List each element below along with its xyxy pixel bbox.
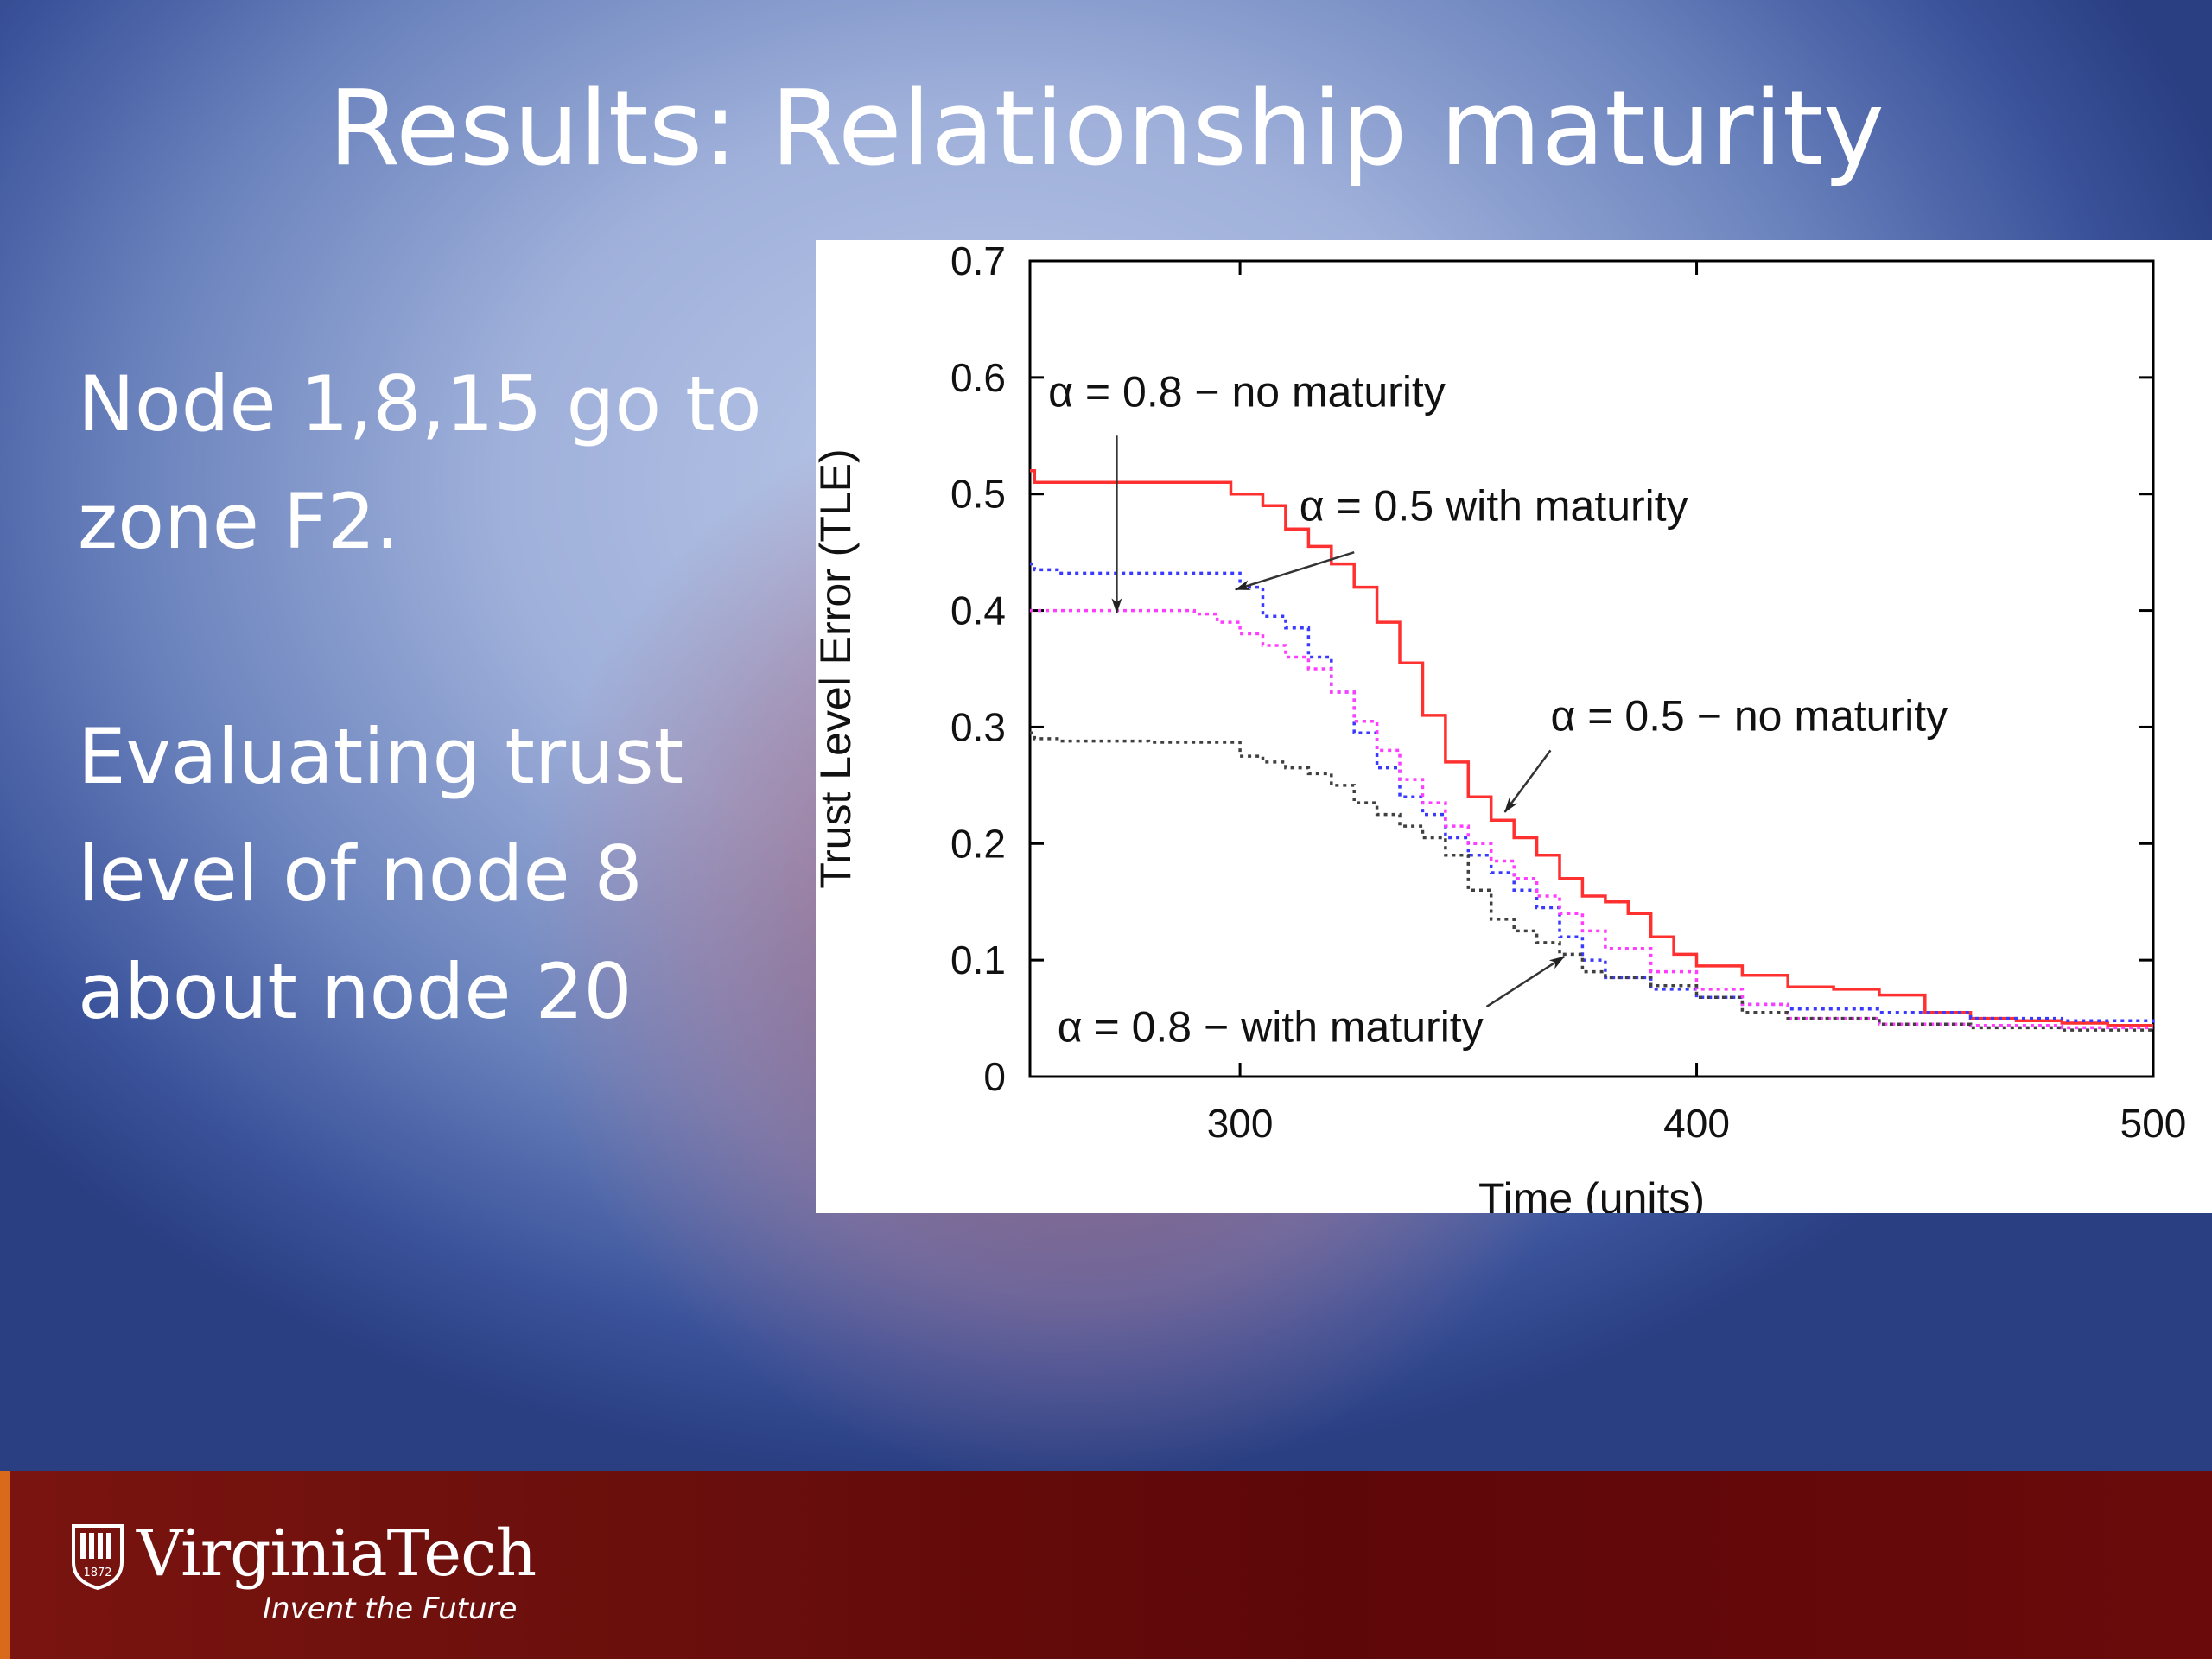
series-line-4	[1030, 731, 2153, 1032]
plot-area-frame	[1028, 259, 2155, 1078]
brand-wordmark: VirginiaTech	[137, 1516, 537, 1591]
footer-bar: 1872 VirginiaTech Invent the Future	[0, 1471, 2212, 1659]
annotation-label: α = 0.5 with maturity	[1300, 482, 1688, 531]
virginia-tech-logo: 1872 VirginiaTech Invent the Future	[71, 1516, 555, 1640]
annotation-label: α = 0.8 − with maturity	[1058, 1003, 1484, 1052]
y-tick-label: 0.4	[950, 588, 1006, 633]
series-line-3	[1030, 608, 2153, 1030]
x-tick-label: 300	[1207, 1101, 1274, 1146]
y-tick-label: 0.1	[950, 938, 1006, 982]
x-tick-label: 400	[1663, 1101, 1730, 1146]
annotation-arrow	[1234, 550, 1355, 591]
brand-tagline: Invent the Future	[263, 1592, 518, 1626]
bullet-line: zone F2.	[78, 477, 400, 566]
y-tick-label: 0.6	[950, 355, 1006, 400]
x-axis-label: Time (units)	[1478, 1174, 1705, 1213]
bullet-line: level of node 8	[78, 830, 643, 918]
shield-year: 1872	[83, 1567, 111, 1580]
bullet-line: Evaluating trust	[78, 712, 684, 801]
x-tick-label: 500	[2120, 1101, 2187, 1146]
y-axis-label: Trust Level Error (TLE)	[816, 448, 860, 888]
bullet-line: about node 20	[78, 947, 632, 1036]
footer-accent-stripe	[0, 1471, 10, 1659]
chart-panel: 0 0.1 0.2 0.3 0.4 0.5 0.6 0.7 300 400 500 α = 0.8 …	[816, 240, 2212, 1213]
annotation-arrow	[1503, 749, 1552, 813]
y-tick-label: 0.7	[950, 240, 1006, 283]
y-tick-label: 0.3	[950, 704, 1006, 749]
y-tick-label: 0	[983, 1054, 1006, 1099]
annotation-label: α = 0.8 − no maturity	[1048, 368, 1446, 416]
series-line-1	[1030, 468, 2153, 1027]
shield-icon: 1872	[72, 1524, 124, 1590]
annotation-arrow	[1485, 956, 1566, 1008]
slide-title: Results: Relationship maturity	[328, 69, 1885, 189]
series-line-2	[1030, 562, 2155, 1023]
annotation-label: α = 0.5 − no maturity	[1550, 691, 1948, 740]
bullet-line: Node 1,8,15 go to	[78, 359, 762, 448]
y-tick-label: 0.5	[950, 472, 1006, 517]
y-tick-label: 0.2	[950, 821, 1006, 866]
line-chart: 0 0.1 0.2 0.3 0.4 0.5 0.6 0.7 300 400 500 α = 0.8 …	[816, 240, 2187, 1213]
